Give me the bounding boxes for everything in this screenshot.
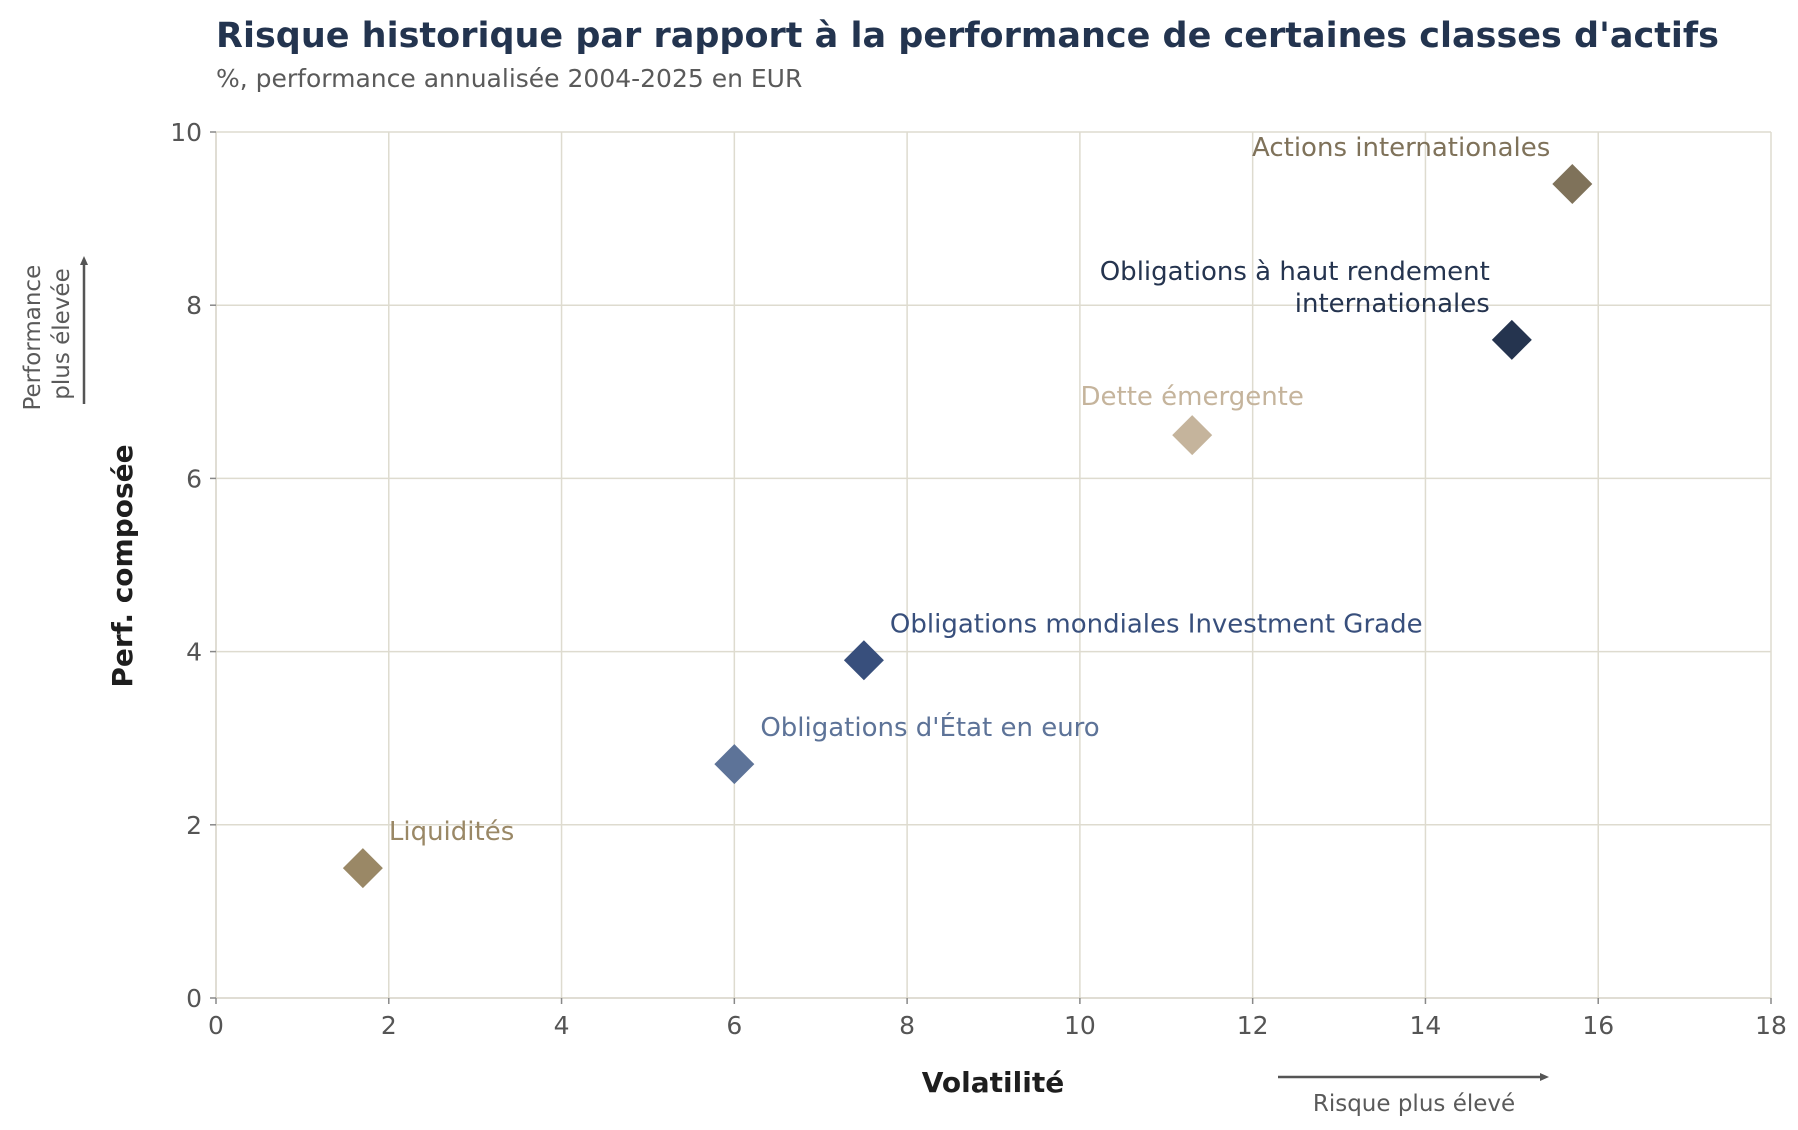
data-point-label: Obligations d'État en euro	[760, 711, 1099, 743]
data-point-label: Actions internationales	[1252, 133, 1550, 163]
x-tick-label: 2	[381, 1011, 397, 1040]
y-axis-ticks: 0 2 4 6 8 10	[170, 118, 216, 1013]
data-point-label: Dette émergente	[1080, 382, 1303, 412]
y-axis-title: Perf. composée	[106, 444, 139, 687]
data-point-label-line: Obligations d'État en euro	[760, 711, 1099, 743]
data-point-label-line: Obligations à haut rendement	[1100, 257, 1490, 287]
data-point-label-line: Actions internationales	[1252, 133, 1550, 163]
x-axis-ticks: 0 2 4 6 8 10 12 14 16 18	[208, 998, 1787, 1040]
data-points	[342, 163, 1593, 889]
y-hint-label: Performance plus élevée	[20, 257, 75, 410]
y-tick-label: 10	[170, 118, 202, 147]
x-axis-title: Volatilité	[922, 1066, 1064, 1099]
y-tick-label: 8	[186, 291, 202, 320]
x-tick-label: 6	[726, 1011, 742, 1040]
x-tick-label: 10	[1064, 1011, 1096, 1040]
x-tick-label: 4	[554, 1011, 570, 1040]
data-point-marker	[1552, 163, 1593, 204]
y-hint-line-2: plus élevée	[49, 268, 75, 399]
axes	[215, 132, 1771, 999]
data-point-label: Liquidités	[389, 817, 514, 847]
chart-subtitle: %, performance annualisée 2004-2025 en E…	[216, 64, 802, 93]
data-point-label-line: Dette émergente	[1080, 382, 1303, 412]
data-point-marker	[342, 848, 383, 889]
data-labels: Liquidités Obligations d'État en euro Obli…	[389, 133, 1550, 847]
data-point-marker	[843, 640, 884, 681]
data-point-label: Obligations à haut rendement internationa…	[1100, 257, 1490, 319]
chart-title: Risque historique par rapport à la perfo…	[216, 16, 1719, 56]
data-point-marker	[1491, 319, 1532, 360]
y-tick-label: 0	[186, 984, 202, 1013]
x-tick-label: 14	[1410, 1011, 1442, 1040]
x-hint-label: Risque plus élevé	[1313, 1091, 1515, 1117]
x-tick-label: 18	[1755, 1011, 1787, 1040]
data-point-marker	[714, 744, 755, 785]
data-point-label-line: internationales	[1295, 289, 1490, 319]
data-point-label: Obligations mondiales Investment Grade	[890, 609, 1423, 639]
y-tick-label: 2	[186, 811, 202, 840]
y-tick-label: 6	[186, 464, 202, 493]
data-point-label-line: Liquidités	[389, 817, 514, 847]
x-tick-label: 16	[1582, 1011, 1614, 1040]
x-tick-label: 0	[208, 1011, 224, 1040]
grid-lines	[216, 131, 1772, 998]
x-tick-label: 8	[899, 1011, 915, 1040]
data-point-label-line: Obligations mondiales Investment Grade	[890, 609, 1423, 639]
data-point-marker	[1172, 415, 1213, 456]
x-tick-label: 12	[1237, 1011, 1269, 1040]
y-tick-label: 4	[186, 638, 202, 667]
y-hint-line-1: Performance	[20, 265, 46, 411]
